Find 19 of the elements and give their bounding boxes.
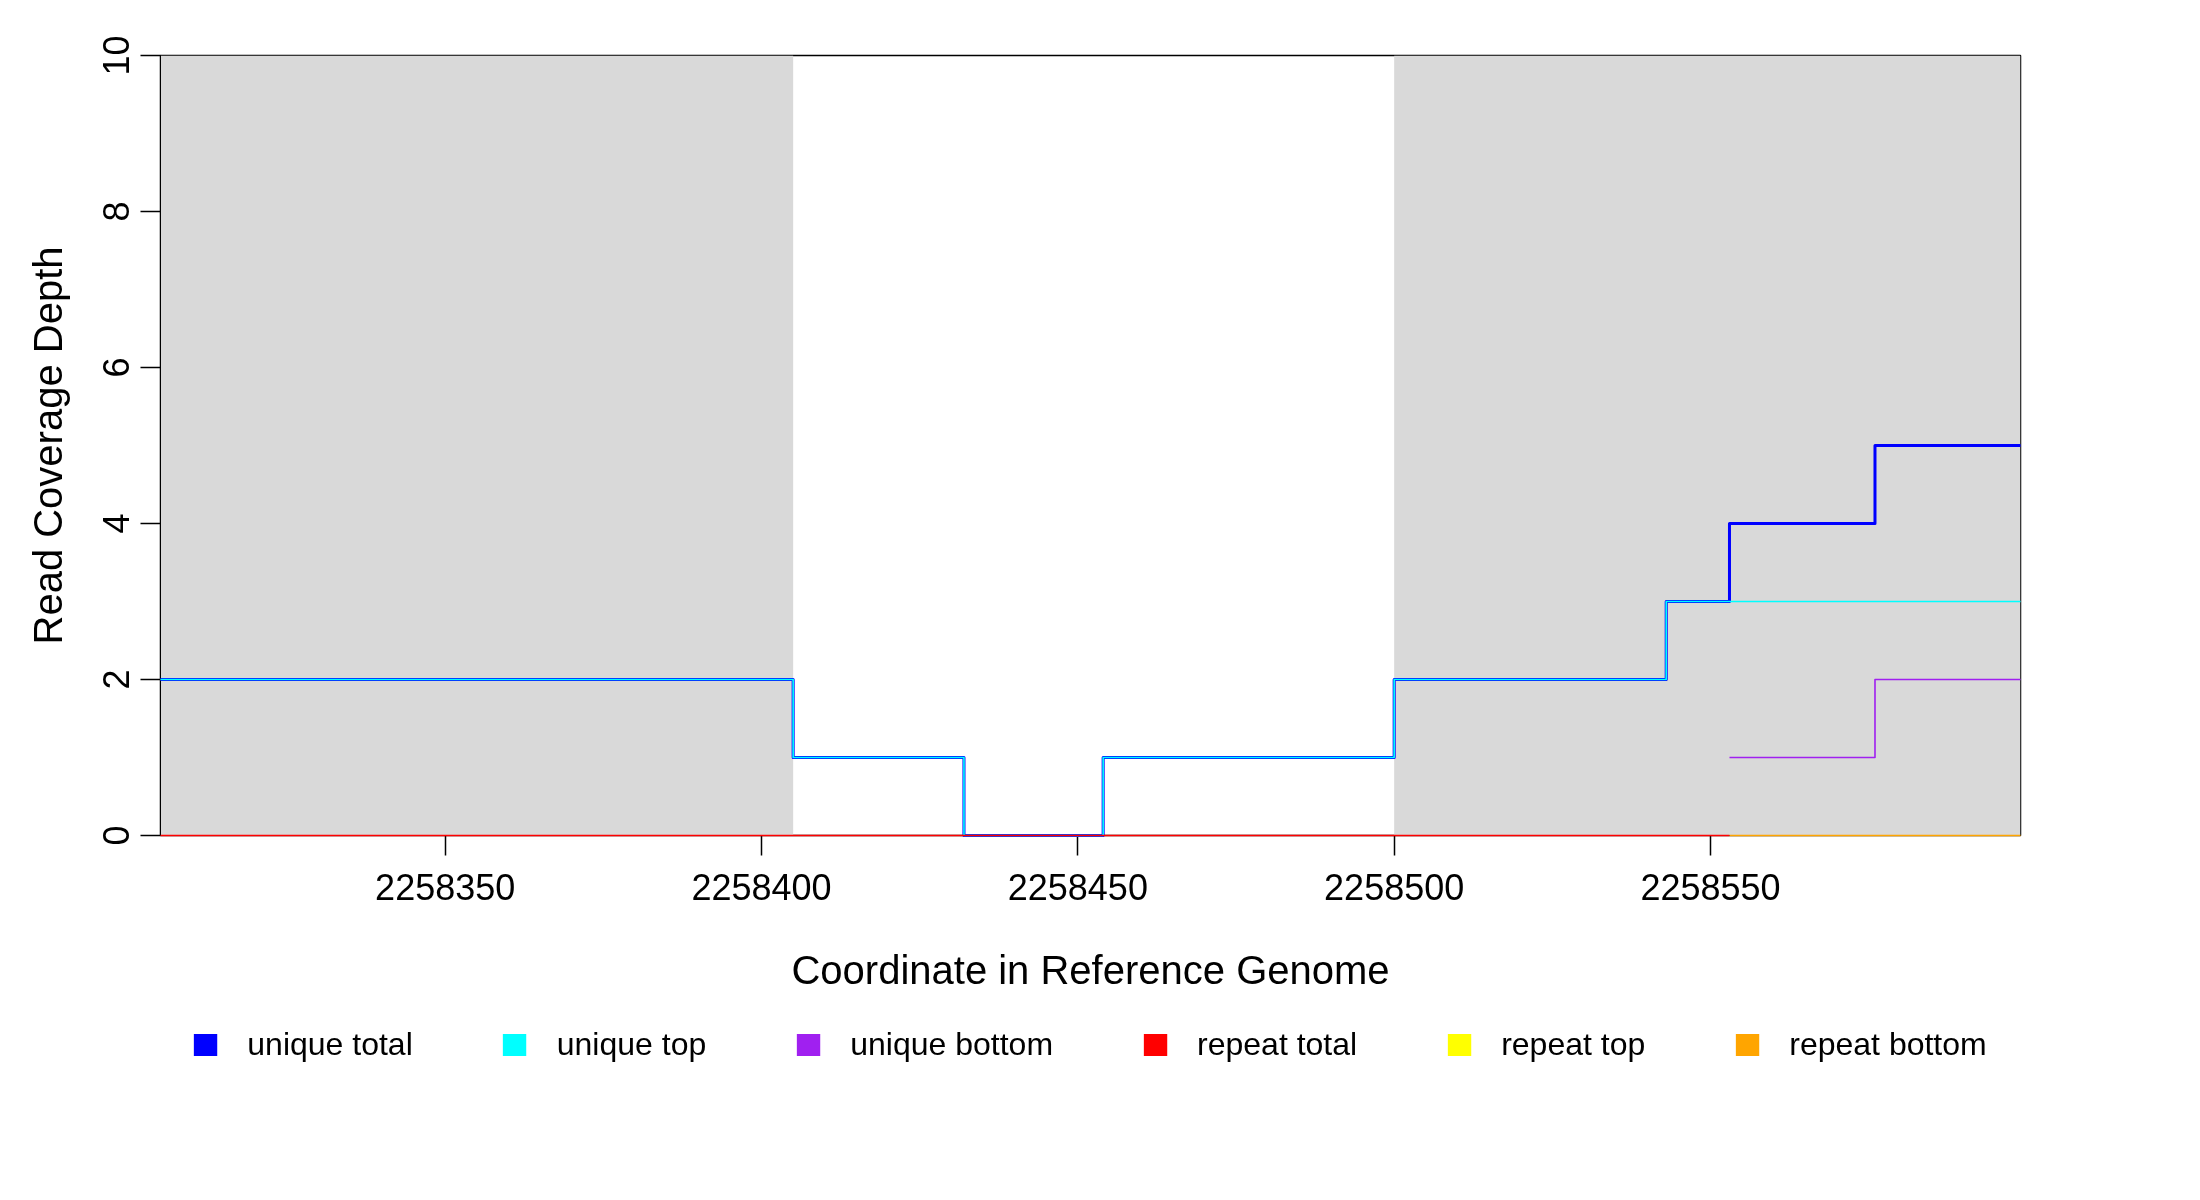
- x-axis-title: Coordinate in Reference Genome: [791, 947, 1390, 992]
- x-tick-label: 2258450: [1007, 866, 1148, 908]
- y-tick-label: 6: [95, 357, 137, 378]
- y-axis-title: Read Coverage Depth: [25, 246, 70, 645]
- x-tick-label: 2258400: [691, 866, 832, 908]
- y-tick-label: 2: [95, 669, 137, 690]
- legend-label: repeat total: [1197, 1025, 1358, 1063]
- legend-label: unique bottom: [850, 1025, 1054, 1063]
- x-tick-label: 2258500: [1324, 866, 1465, 908]
- y-tick-label: 4: [95, 513, 137, 534]
- x-tick-label: 2258550: [1640, 866, 1781, 908]
- x-tick-label: 2258350: [375, 866, 516, 908]
- y-tick-label: 0: [95, 825, 137, 846]
- legend-label: unique total: [247, 1025, 413, 1063]
- y-tick-label: 10: [95, 35, 137, 76]
- legend-label: repeat bottom: [1789, 1025, 1987, 1063]
- legend-label: unique top: [556, 1025, 707, 1063]
- y-tick-label: 8: [95, 201, 137, 222]
- legend-label: repeat top: [1501, 1025, 1646, 1063]
